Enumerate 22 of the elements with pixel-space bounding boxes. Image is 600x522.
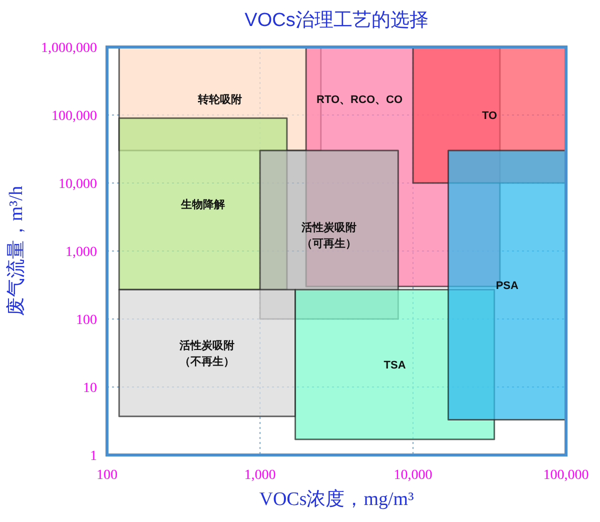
series-label: TSA (384, 360, 406, 372)
x-tick-label: 100 (96, 468, 118, 483)
y-tick-label: 100 (76, 313, 97, 328)
x-tick-label: 1,000 (244, 468, 276, 483)
x-axis-title: VOCs浓度，mg/m³ (259, 488, 414, 510)
y-tick-label: 1,000,000 (41, 41, 97, 56)
series-label: 活性炭吸附（可再生） (300, 220, 357, 250)
series-label: TO (482, 110, 498, 122)
y-tick-label: 10,000 (58, 177, 97, 192)
series-label: RTO、RCO、CO (316, 94, 403, 106)
y-axis-title: 废气流量，m³/h (5, 185, 27, 316)
series-label: 活性炭吸附（不再生） (178, 339, 235, 368)
x-tick-label: 10,000 (394, 468, 432, 483)
y-tick-label: 10 (83, 381, 97, 396)
y-tick-label: 100,000 (52, 109, 97, 124)
series-label: 转轮吸附 (197, 92, 242, 106)
x-tick-label: 100,000 (543, 468, 589, 483)
chart-title: VOCs治理工艺的选择 (244, 10, 428, 31)
y-tick-label: 1,000 (66, 245, 97, 260)
series-label: PSA (496, 280, 518, 292)
series-label: 生物降解 (180, 198, 226, 211)
y-tick-label: 1 (90, 449, 97, 464)
